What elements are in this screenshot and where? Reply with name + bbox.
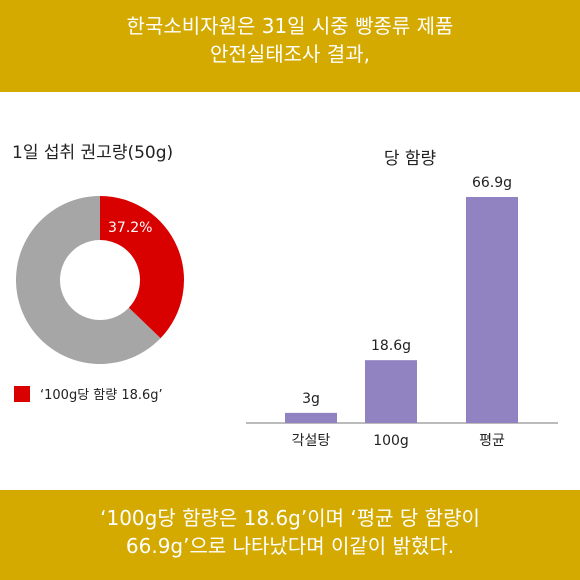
header-line-2: 안전실태조사 결과, [210,42,370,66]
footer-line-1: ‘100g당 함량은 18.6g’이며 ‘평균 당 함량이 [100,506,480,530]
bar-category-label-2: 평균 [479,433,505,449]
donut-chart-title: 1일 섭취 권고량(50g) [12,143,174,163]
bar-category-label-1: 100g [373,433,409,449]
bar-value-label-1: 18.6g [371,338,411,354]
bar-chart-title: 당 함량 [383,149,437,169]
bar-1 [365,360,417,423]
bar-2 [466,197,518,423]
legend-swatch [14,385,30,402]
donut-slice-label-0: 37.2% [108,220,152,236]
donut-chart: 37.2% [15,196,184,364]
footer-banner: ‘100g당 함량은 18.6g’이며 ‘평균 당 함량이 66.9g’으로 나… [0,490,580,580]
footer-line-2: 66.9g’으로 나타났다며 이같이 밝혔다. [125,534,455,558]
bar-chart: 3g 각설탕 18.6g 100g 66.9g 평균 [246,175,558,449]
donut-slice-1 [15,196,161,364]
bar-chart-panel: 당 함량 3g 각설탕 18.6g 100g 66.9g 평균 [240,92,580,490]
bar-value-label-2: 66.9g [472,175,512,191]
donut-legend: ‘100g당 함량 18.6g’ [14,384,163,403]
header-banner: 한국소비자원은 31일 시중 빵종류 제품 안전실태조사 결과, [0,0,580,92]
donut-chart-panel: 1일 섭취 권고량(50g) 37.2% ‘100g당 함량 18.6g’ [0,92,240,490]
header-line-1: 한국소비자원은 31일 시중 빵종류 제품 [126,14,454,38]
bar-category-label-0: 각설탕 [292,433,331,449]
legend-label: ‘100g당 함량 18.6g’ [40,388,163,403]
bar-value-label-0: 3g [302,391,320,407]
bar-0 [285,412,337,423]
donut-slice-0 [100,196,184,339]
